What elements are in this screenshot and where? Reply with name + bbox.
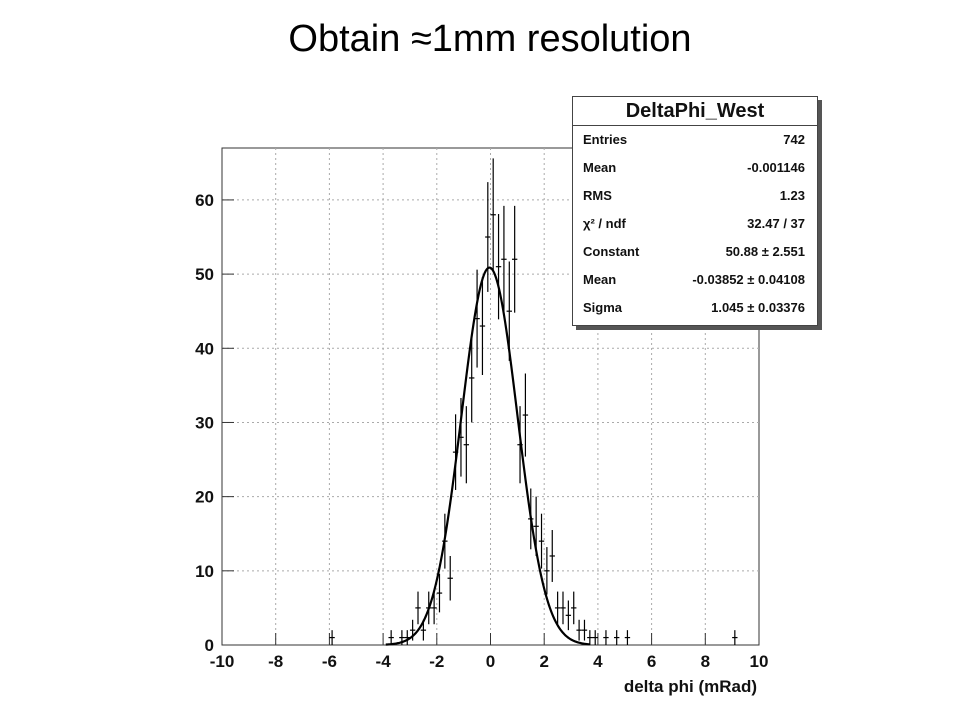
data-point bbox=[431, 591, 437, 625]
stat-value: 1.045 ± 0.03376 bbox=[711, 300, 805, 315]
stats-box: DeltaPhi_West Entries 742 Mean -0.001146… bbox=[572, 96, 818, 326]
x-tick-label: -4 bbox=[376, 652, 392, 671]
stat-value: 32.47 / 37 bbox=[747, 216, 805, 231]
y-tick-label: 20 bbox=[195, 488, 214, 507]
stats-title: DeltaPhi_West bbox=[573, 97, 817, 126]
x-axis: -10 -8 -6 -4 -2 0 2 4 6 8 10 bbox=[210, 633, 769, 671]
data-point bbox=[415, 591, 421, 625]
x-tick-label: 0 bbox=[486, 652, 495, 671]
stat-value: 1.23 bbox=[779, 188, 805, 203]
data-point bbox=[554, 591, 561, 625]
y-tick-label: 0 bbox=[205, 636, 214, 655]
stat-label: χ² / ndf bbox=[583, 216, 626, 231]
x-tick-label: -8 bbox=[268, 652, 283, 671]
stat-row-rms: RMS 1.23 bbox=[573, 182, 817, 210]
y-tick-label: 60 bbox=[195, 191, 214, 210]
data-point bbox=[522, 373, 529, 457]
data-point bbox=[576, 619, 582, 641]
stat-row-fit-mean: Mean -0.03852 ± 0.04108 bbox=[573, 266, 817, 294]
data-point bbox=[463, 406, 470, 484]
stat-label: RMS bbox=[583, 188, 612, 203]
data-point bbox=[624, 630, 631, 645]
stat-label: Mean bbox=[583, 160, 617, 175]
data-point bbox=[485, 182, 491, 292]
data-point bbox=[469, 333, 475, 423]
stat-label: Mean bbox=[583, 272, 617, 287]
data-point bbox=[565, 600, 572, 631]
data-point bbox=[388, 630, 394, 645]
data-point bbox=[329, 630, 335, 645]
stat-label: Sigma bbox=[583, 300, 623, 315]
x-tick-label: -6 bbox=[322, 652, 337, 671]
stat-value: 50.88 ± 2.551 bbox=[725, 244, 805, 259]
data-point bbox=[592, 630, 598, 645]
data-point bbox=[495, 214, 502, 320]
gaussian-fit-curve bbox=[385, 266, 590, 646]
stat-row-sigma: Sigma 1.045 ± 0.03376 bbox=[573, 294, 817, 322]
data-point bbox=[436, 573, 443, 613]
x-tick-label: 6 bbox=[647, 652, 656, 671]
data-point bbox=[501, 205, 507, 313]
stat-label: Entries bbox=[583, 132, 628, 147]
x-tick-label: 10 bbox=[750, 652, 769, 671]
x-tick-label: 4 bbox=[593, 652, 603, 671]
stat-row-chi2: χ² / ndf 32.47 / 37 bbox=[573, 210, 817, 238]
data-point bbox=[581, 619, 588, 641]
data-point bbox=[732, 630, 738, 645]
x-tick-label: -2 bbox=[429, 652, 444, 671]
data-point bbox=[511, 205, 518, 313]
data-point bbox=[544, 547, 550, 595]
stat-row-mean: Mean -0.001146 bbox=[573, 154, 817, 182]
y-tick-label: 30 bbox=[195, 413, 214, 432]
y-tick-label: 50 bbox=[195, 265, 214, 284]
y-axis: 0 10 20 30 40 50 60 bbox=[195, 191, 234, 655]
data-point bbox=[538, 513, 545, 569]
stat-row-entries: Entries 742 bbox=[573, 126, 817, 154]
data-point bbox=[614, 630, 620, 645]
data-point bbox=[560, 591, 566, 625]
stat-value: 742 bbox=[783, 132, 805, 147]
x-tick-label: 2 bbox=[539, 652, 548, 671]
stat-value: -0.001146 bbox=[747, 160, 805, 175]
stat-value: -0.03852 ± 0.04108 bbox=[692, 272, 805, 287]
data-point bbox=[479, 277, 486, 375]
data-point bbox=[587, 630, 593, 645]
x-axis-label: delta phi (mRad) bbox=[624, 677, 757, 696]
data-point bbox=[447, 555, 453, 601]
data-point bbox=[571, 591, 577, 625]
x-tick-label: -10 bbox=[210, 652, 235, 671]
y-tick-label: 40 bbox=[195, 339, 214, 358]
data-point bbox=[490, 158, 496, 272]
stat-label: Constant bbox=[583, 244, 640, 259]
x-tick-label: 8 bbox=[701, 652, 710, 671]
slide-title: Obtain ≈1mm resolution bbox=[288, 18, 692, 60]
data-point bbox=[549, 530, 555, 582]
data-point bbox=[603, 630, 609, 645]
y-tick-label: 10 bbox=[195, 562, 214, 581]
stat-row-constant: Constant 50.88 ± 2.551 bbox=[573, 238, 817, 266]
